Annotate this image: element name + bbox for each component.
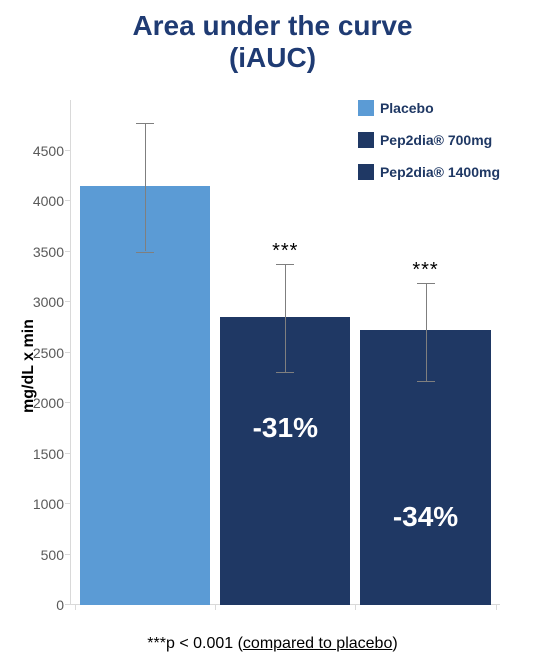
- chart-container: Area under the curve (iAUC) Placebo Pep2d…: [0, 0, 545, 661]
- legend-item-pep2dia-1400: Pep2dia® 1400mg: [358, 164, 500, 180]
- ytick-label: 500: [41, 547, 64, 563]
- ytick-mark: [65, 301, 70, 302]
- plot-area: PlaceboPep2dia® 700mgPep2dia® 1400mg 050…: [70, 100, 500, 605]
- error-cap: [276, 372, 294, 373]
- title-line-2: (iAUC): [0, 42, 545, 74]
- significance-marker: ***: [272, 240, 298, 263]
- error-cap: [136, 252, 154, 253]
- legend-label: Pep2dia® 700mg: [380, 132, 492, 148]
- y-axis-label: mg/dL x min: [20, 319, 38, 413]
- y-axis-line: [70, 100, 71, 605]
- footnote: ***p < 0.001 (compared to placebo): [0, 635, 545, 653]
- ytick-mark: [65, 503, 70, 504]
- ytick-label: 4500: [33, 143, 64, 159]
- ytick-mark: [65, 554, 70, 555]
- xtick-mark: [75, 605, 76, 610]
- ytick-label: 3000: [33, 294, 64, 310]
- ytick-label: 0: [56, 597, 64, 613]
- percent-change-label: -31%: [253, 412, 318, 444]
- footnote-prefix: ***p < 0.001 (: [147, 635, 243, 652]
- error-bar: [145, 123, 146, 251]
- ytick-label: 3500: [33, 244, 64, 260]
- ytick-mark: [65, 453, 70, 454]
- error-bar: [426, 283, 427, 381]
- footnote-underlined: compared to placebo: [243, 635, 392, 652]
- error-cap: [417, 381, 435, 382]
- ytick-mark: [65, 402, 70, 403]
- ytick-mark: [65, 604, 70, 605]
- ytick-label: 1000: [33, 496, 64, 512]
- legend-label: Pep2dia® 1400mg: [380, 164, 500, 180]
- legend-item-pep2dia-700: Pep2dia® 700mg: [358, 132, 500, 148]
- xtick-mark: [496, 605, 497, 610]
- error-cap: [276, 264, 294, 265]
- significance-marker: ***: [412, 259, 438, 282]
- legend-swatch: [358, 100, 374, 116]
- ytick-mark: [65, 251, 70, 252]
- xtick-mark: [355, 605, 356, 610]
- ytick-label: 1500: [33, 446, 64, 462]
- footnote-suffix: ): [392, 635, 397, 652]
- ytick-mark: [65, 150, 70, 151]
- ytick-mark: [65, 200, 70, 201]
- legend-item-placebo: Placebo: [358, 100, 500, 116]
- chart-title: Area under the curve (iAUC): [0, 0, 545, 74]
- legend-label: Placebo: [380, 100, 434, 116]
- error-bar: [285, 264, 286, 372]
- legend-swatch: [358, 132, 374, 148]
- error-cap: [417, 283, 435, 284]
- ytick-label: 4000: [33, 193, 64, 209]
- xtick-mark: [215, 605, 216, 610]
- legend: Placebo Pep2dia® 700mg Pep2dia® 1400mg: [358, 100, 500, 196]
- error-cap: [136, 123, 154, 124]
- title-line-1: Area under the curve: [0, 10, 545, 42]
- legend-swatch: [358, 164, 374, 180]
- ytick-mark: [65, 352, 70, 353]
- percent-change-label: -34%: [393, 501, 458, 533]
